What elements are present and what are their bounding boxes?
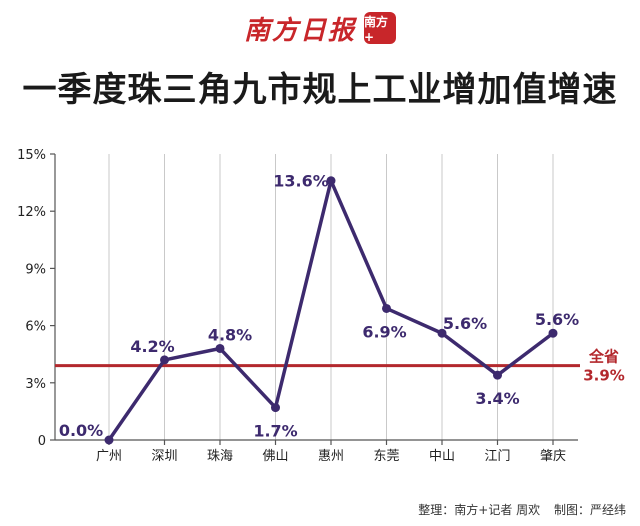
x-tick-label: 广州 (96, 449, 122, 464)
data-label: 4.8% (208, 325, 252, 344)
credit-editor: 整理：南方+记者 周欢 (418, 503, 541, 517)
x-tick-label: 惠州 (318, 449, 344, 464)
data-point (271, 403, 280, 413)
data-label: 13.6% (273, 172, 329, 191)
data-label: 4.2% (130, 337, 174, 356)
data-label: 5.6% (443, 314, 487, 333)
x-tick-label: 中山 (429, 449, 455, 464)
data-label: 6.9% (362, 322, 406, 341)
data-point (215, 343, 225, 353)
data-label: 5.6% (535, 310, 579, 329)
x-tick-label: 佛山 (262, 449, 288, 464)
x-tick-label: 江门 (484, 449, 510, 464)
data-label: 0.0% (59, 421, 103, 440)
brand-logo-badge: 南方+ (364, 12, 396, 44)
reference-label-bottom: 3.9% (583, 367, 625, 385)
brand-name: 南方日报 (243, 15, 356, 46)
y-tick-label: 9% (25, 262, 46, 277)
reference-label-top: 全省 (588, 348, 619, 366)
footer-credits: 整理：南方+记者 周欢 制图：严经纬 (418, 501, 626, 518)
data-point (104, 435, 114, 445)
data-point (382, 303, 391, 313)
y-tick-label: 12% (17, 205, 46, 220)
brand-header: 南方日报 南方+ (0, 8, 640, 48)
data-point (493, 370, 502, 380)
data-label: 1.7% (253, 422, 297, 441)
data-point (548, 328, 558, 338)
x-tick-label: 深圳 (151, 449, 177, 464)
x-tick-label: 肇庆 (540, 449, 566, 464)
y-tick-label: 3% (25, 377, 46, 392)
data-label: 3.4% (475, 389, 519, 408)
y-tick-label: 0 (38, 434, 46, 449)
chart-title: 一季度珠三角九市规上工业增加值增速 (22, 70, 618, 110)
data-point (437, 328, 447, 338)
data-point (160, 355, 169, 365)
x-tick-label: 珠海 (207, 449, 233, 464)
y-tick-label: 15% (17, 148, 46, 163)
data-point (326, 176, 336, 186)
y-tick-label: 6% (25, 320, 46, 335)
x-tick-label: 东莞 (373, 449, 399, 464)
credit-design: 制图：严经纬 (553, 503, 626, 517)
